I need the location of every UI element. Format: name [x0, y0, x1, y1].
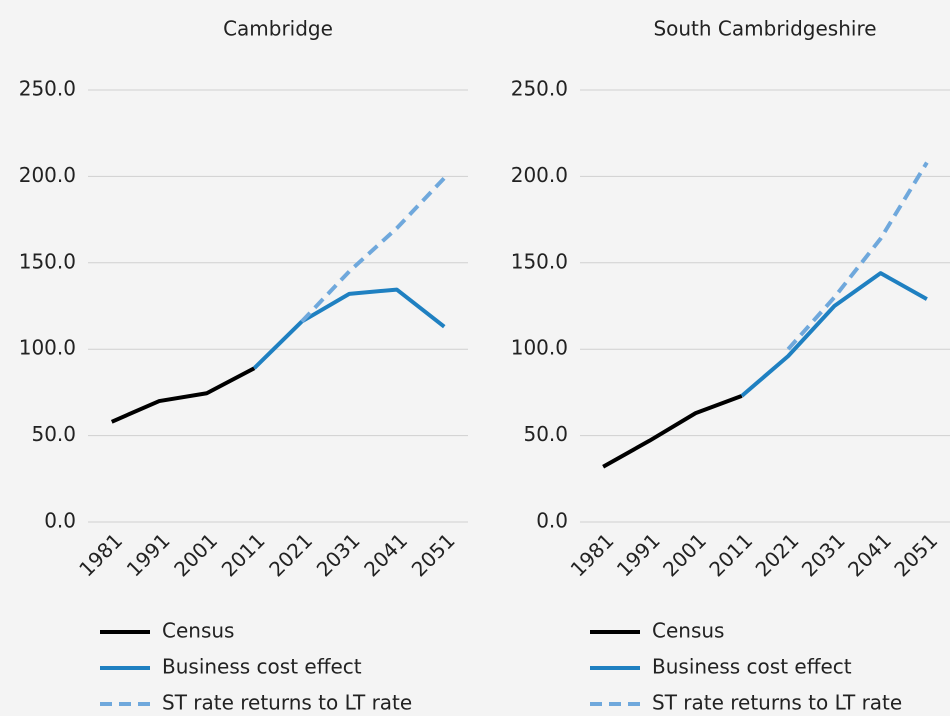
y-tick-label: 50.0 — [523, 422, 568, 446]
legend-label: Census — [162, 619, 234, 643]
y-tick-label: 250.0 — [511, 77, 568, 101]
y-tick-label: 200.0 — [511, 163, 568, 187]
series-line — [740, 271, 928, 398]
y-tick-label: 0.0 — [536, 509, 568, 533]
y-tick-label: 150.0 — [511, 249, 568, 273]
legend-label: ST rate returns to LT rate — [652, 691, 902, 715]
legend-label: Business cost effect — [652, 655, 852, 679]
y-tick-label: 0.0 — [44, 509, 76, 533]
legend-label: Census — [652, 619, 724, 643]
y-tick-label: 250.0 — [19, 77, 76, 101]
y-tick-label: 200.0 — [19, 163, 76, 187]
y-tick-label: 150.0 — [19, 249, 76, 273]
subplot-title: South Cambridgeshire — [653, 17, 876, 41]
subplot-title: Cambridge — [223, 17, 333, 41]
series-line — [602, 393, 743, 469]
y-tick-label: 100.0 — [511, 336, 568, 360]
series-line — [110, 366, 256, 424]
series-line — [252, 287, 446, 370]
y-tick-label: 100.0 — [19, 336, 76, 360]
series-line — [786, 161, 929, 351]
y-tick-label: 50.0 — [31, 422, 76, 446]
series-line — [300, 176, 446, 323]
legend-label: Business cost effect — [162, 655, 362, 679]
legend-label: ST rate returns to LT rate — [162, 691, 412, 715]
